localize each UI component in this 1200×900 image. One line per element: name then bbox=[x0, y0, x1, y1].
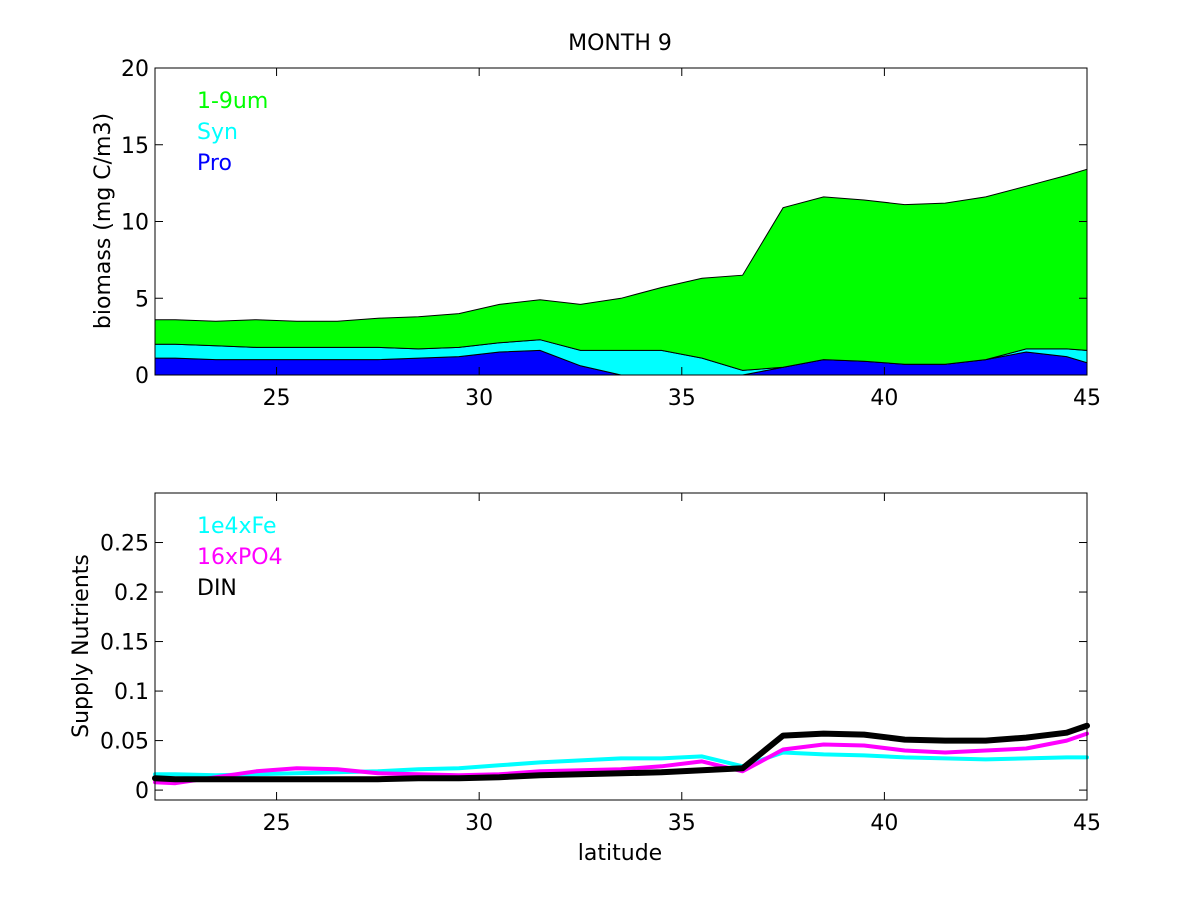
nutrients-ticks: 25 30 35 40 45 0 0.05 0.1 0.15 0.2 0.25 bbox=[100, 493, 1101, 836]
biomass-y-tick-label: 5 bbox=[135, 287, 149, 312]
biomass-areas bbox=[154, 168, 1088, 376]
biomass-x-tick-label: 35 bbox=[668, 386, 696, 411]
figure-title: MONTH 9 bbox=[568, 31, 672, 56]
biomass-panel: 25 30 35 40 45 0 5 10 15 20 biomass (mg C/m3) 1-9… bbox=[91, 57, 1101, 411]
biomass-y-axis-label: biomass (mg C/m3) bbox=[91, 113, 116, 329]
biomass-y-tick-label: 20 bbox=[121, 57, 149, 82]
nutrient-lines bbox=[152, 722, 1090, 786]
nutrients-legend: 1e4xFe 16xPO4 DIN bbox=[197, 514, 283, 601]
nutrients-x-tick-label: 40 bbox=[870, 811, 898, 836]
nutrients-x-tick-label: 25 bbox=[263, 811, 291, 836]
biomass-y-tick-label: 15 bbox=[121, 134, 149, 159]
biomass-ticks: 25 30 35 40 45 0 5 10 15 20 bbox=[121, 57, 1101, 411]
biomass-y-tick-label: 0 bbox=[135, 364, 149, 389]
area-1-9um bbox=[154, 168, 1088, 371]
biomass-x-tick-label: 45 bbox=[1073, 386, 1101, 411]
nutrients-x-tick-label: 30 bbox=[465, 811, 493, 836]
legend-din: DIN bbox=[197, 576, 237, 601]
biomass-legend: 1-9um Syn Pro bbox=[197, 89, 268, 176]
x-axis-label: latitude bbox=[578, 841, 662, 866]
legend-1e4xfe: 1e4xFe bbox=[197, 514, 277, 539]
nutrients-y-tick-label: 0.2 bbox=[114, 581, 149, 606]
nutrients-x-tick-label: 35 bbox=[668, 811, 696, 836]
legend-syn: Syn bbox=[197, 120, 238, 145]
nutrients-y-tick-label: 0.15 bbox=[100, 631, 149, 656]
nutrients-y-tick-label: 0.05 bbox=[100, 730, 149, 755]
legend-16xpo4: 16xPO4 bbox=[197, 545, 283, 570]
nutrients-y-axis-label: Supply Nutrients bbox=[69, 554, 94, 738]
nutrients-axes-box bbox=[154, 492, 1088, 801]
nutrients-y-tick-label: 0 bbox=[135, 779, 149, 804]
biomass-x-tick-label: 30 bbox=[465, 386, 493, 411]
legend-pro: Pro bbox=[197, 151, 232, 176]
legend-1-9um: 1-9um bbox=[197, 89, 268, 114]
nutrients-y-tick-label: 0.1 bbox=[114, 680, 149, 705]
biomass-y-tick-label: 10 bbox=[121, 211, 149, 236]
nutrients-y-tick-label: 0.25 bbox=[100, 532, 149, 557]
biomass-x-tick-label: 40 bbox=[870, 386, 898, 411]
line-1e4xfe bbox=[153, 750, 1089, 778]
nutrients-x-tick-label: 45 bbox=[1073, 811, 1101, 836]
biomass-x-tick-label: 25 bbox=[263, 386, 291, 411]
line-din bbox=[152, 722, 1090, 783]
line-16xpo4 bbox=[153, 731, 1089, 786]
nutrients-panel: 25 30 35 40 45 0 0.05 0.1 0.15 0.2 0.25 Supply Nut… bbox=[69, 492, 1101, 866]
